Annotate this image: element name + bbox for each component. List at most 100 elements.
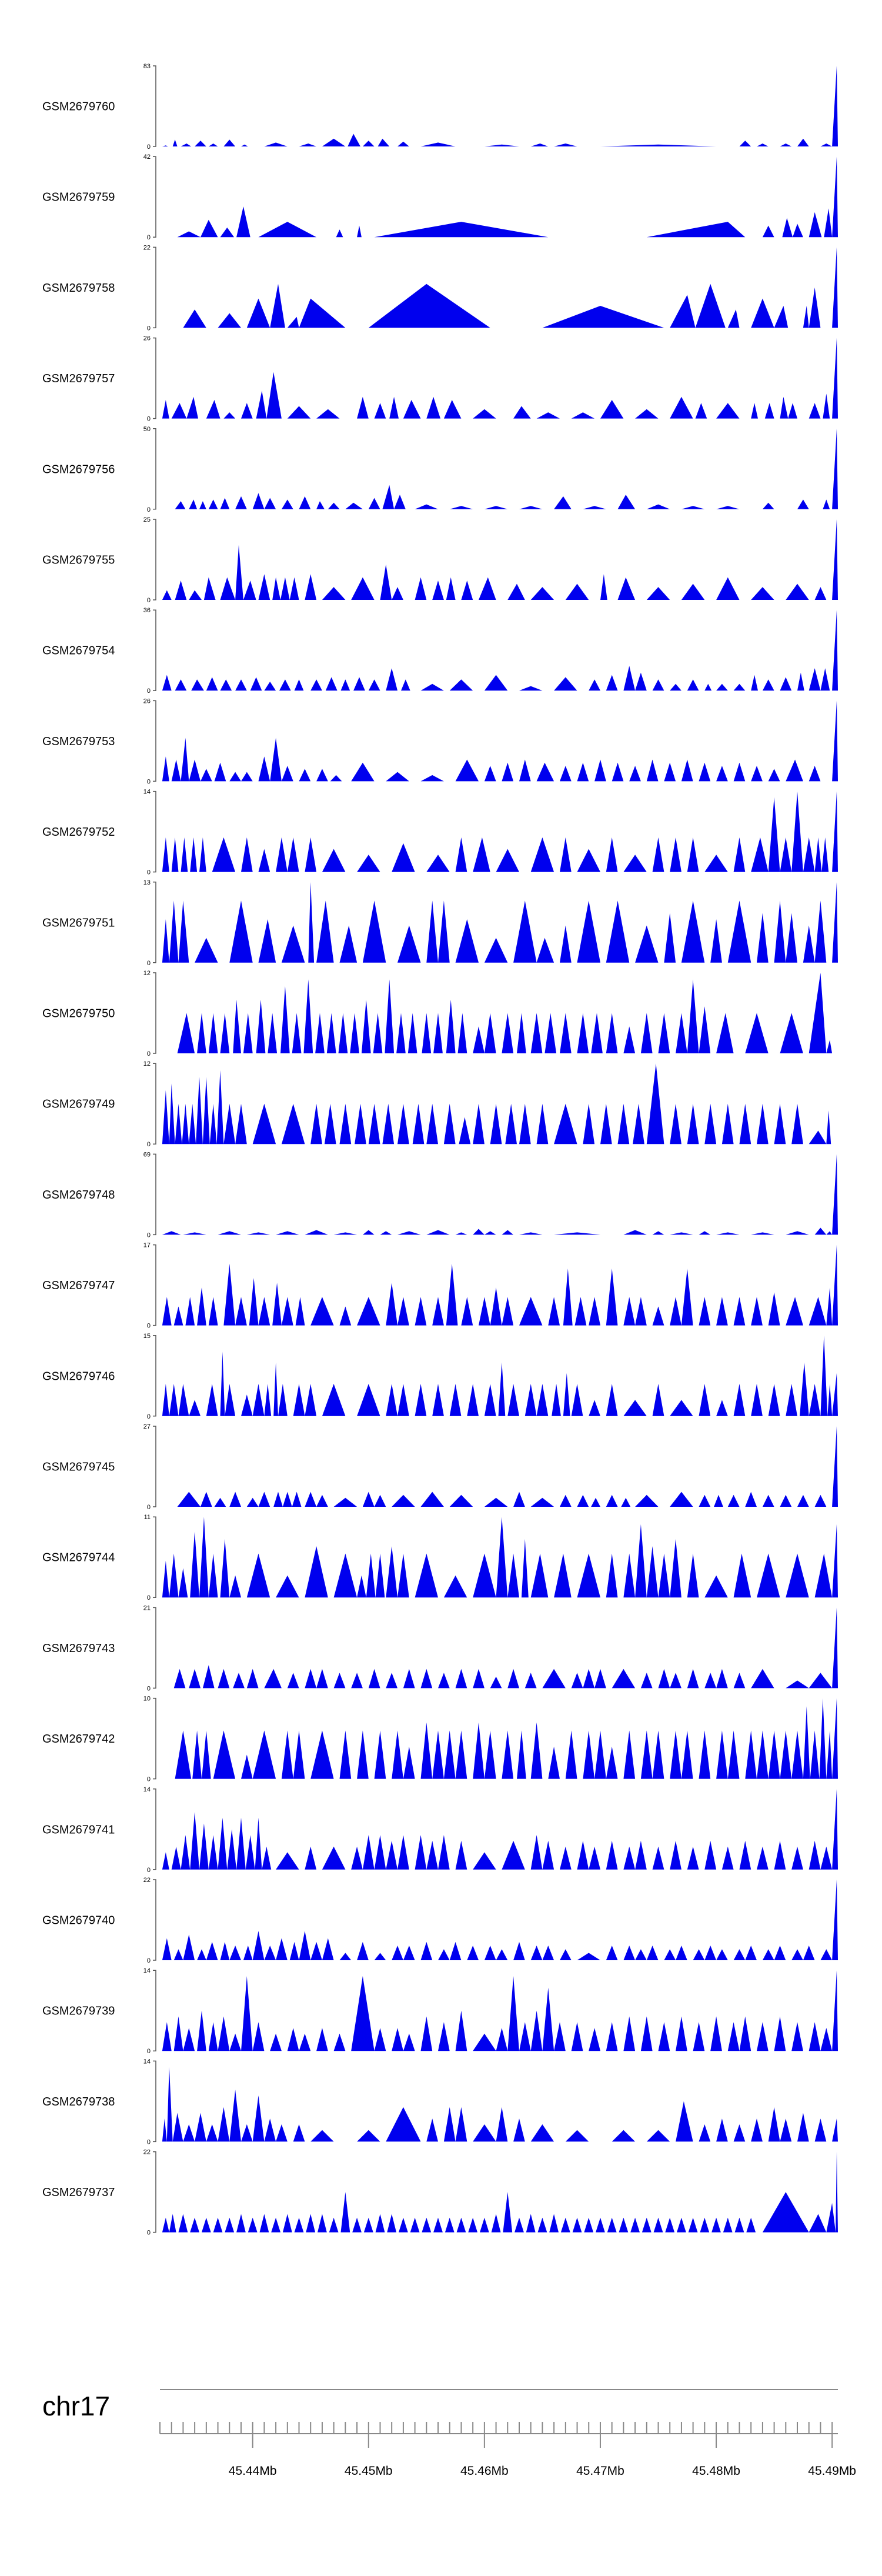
coverage-peak	[664, 1949, 676, 1960]
coverage-peak	[716, 766, 728, 782]
coverage-peak	[757, 1846, 769, 1870]
coverage-peak	[832, 519, 838, 600]
coverage-peak	[218, 1817, 228, 1870]
coverage-peak	[560, 1013, 572, 1053]
coverage-peak	[530, 144, 549, 146]
coverage-peak	[445, 2217, 455, 2233]
coverage-peak	[259, 2214, 269, 2233]
coverage-peak	[270, 2033, 282, 2051]
coverage-peak	[199, 1517, 209, 1598]
coverage-peak	[513, 900, 537, 963]
coverage-peak	[513, 1491, 525, 1507]
coverage-peak	[827, 1384, 833, 1416]
coverage-peak	[484, 1384, 496, 1416]
coverage-peak	[820, 1846, 833, 1870]
track-GSM2679742: GSM2679742 10 0	[42, 1696, 838, 1783]
coverage-peak	[443, 400, 462, 419]
coverage-peak	[169, 900, 179, 963]
coverage-peak	[357, 1575, 366, 1598]
coverage-peak	[670, 396, 693, 419]
coverage-peak	[262, 1846, 272, 1870]
coverage-peak	[542, 306, 664, 328]
coverage-peak	[162, 590, 172, 600]
coverage-peak	[530, 1497, 554, 1507]
coverage-peak	[780, 144, 792, 146]
position-tick-label: 45.45Mb	[345, 2464, 393, 2478]
coverage-peak	[397, 1103, 409, 1144]
coverage-peak	[808, 287, 821, 328]
coverage-peak	[762, 502, 774, 509]
coverage-peak	[220, 679, 232, 691]
coverage-peak	[612, 1669, 636, 1689]
coverage-peak	[351, 1673, 363, 1689]
coverage-peak	[368, 283, 490, 328]
coverage-peak	[810, 1730, 820, 1779]
coverage-peak	[623, 1230, 647, 1235]
coverage-peak	[560, 1494, 572, 1507]
coverage-peak	[190, 837, 198, 872]
coverage-peak	[386, 1283, 397, 1326]
coverage-peak	[362, 141, 375, 146]
coverage-peak	[739, 1103, 751, 1144]
coverage-peak	[571, 1384, 583, 1416]
coverage-peak	[310, 1941, 322, 1960]
coverage-peak	[751, 298, 774, 328]
coverage-peak	[415, 504, 438, 509]
coverage-peak	[328, 502, 340, 509]
coverage-peak	[276, 1852, 299, 1870]
coverage-peak	[820, 2028, 833, 2051]
coverage-peak	[225, 2217, 235, 2233]
coverage-peak	[438, 1673, 450, 1689]
coverage-peak	[808, 2214, 827, 2233]
coverage-peak	[577, 900, 600, 963]
coverage-peak	[316, 2028, 328, 2051]
coverage-peak	[299, 1931, 311, 1960]
coverage-peak	[635, 1949, 647, 1960]
coverage-peak	[519, 759, 531, 782]
coverage-peak	[699, 1231, 711, 1235]
coverage-peak	[220, 1352, 225, 1416]
coverage-peak	[517, 1730, 526, 1779]
coverage-peak	[316, 409, 340, 419]
coverage-peak	[751, 2118, 763, 2142]
coverage-peak	[745, 1013, 769, 1053]
coverage-peak	[185, 1297, 195, 1326]
coverage-peak	[456, 2217, 466, 2233]
track-label: GSM2679743	[42, 1642, 115, 1655]
coverage-peak	[426, 2118, 438, 2142]
coverage-peak	[583, 1669, 595, 1689]
coverage-peak	[681, 759, 693, 782]
track-GSM2679744: GSM2679744 11 0	[42, 1514, 838, 1601]
coverage-peak	[565, 1730, 577, 1779]
coverage-peak	[751, 766, 763, 782]
coverage-peak	[308, 882, 315, 963]
track-label: GSM2679746	[42, 1370, 115, 1383]
coverage-peak	[670, 1491, 693, 1507]
coverage-peak	[727, 309, 740, 328]
coverage-peak	[392, 587, 403, 600]
coverage-peak	[704, 1575, 728, 1598]
coverage-peak	[808, 1297, 827, 1326]
coverage-peak	[536, 1384, 549, 1416]
coverage-peak	[600, 144, 717, 146]
coverage-peak	[473, 1229, 485, 1235]
coverage-peak	[704, 683, 712, 691]
coverage-peak	[791, 791, 803, 872]
coverage-peak	[201, 769, 212, 782]
coverage-peak	[606, 1384, 618, 1416]
coverage-peak	[670, 1103, 681, 1144]
coverage-peak	[670, 1840, 681, 1870]
coverage-peak	[199, 1823, 209, 1870]
coverage-peak	[714, 1494, 723, 1507]
track-label: GSM2679752	[42, 826, 115, 839]
coverage-peak	[422, 2217, 432, 2233]
coverage-peak	[403, 400, 421, 419]
coverage-peak	[162, 1090, 169, 1144]
coverage-peak	[658, 1013, 670, 1053]
coverage-peak	[173, 1949, 183, 1960]
coverage-peak	[459, 1117, 471, 1144]
track-y-axis	[153, 1153, 156, 1236]
coverage-peak	[433, 2217, 443, 2233]
coverage-peak	[473, 2033, 496, 2051]
coverage-peak	[169, 1553, 179, 1598]
